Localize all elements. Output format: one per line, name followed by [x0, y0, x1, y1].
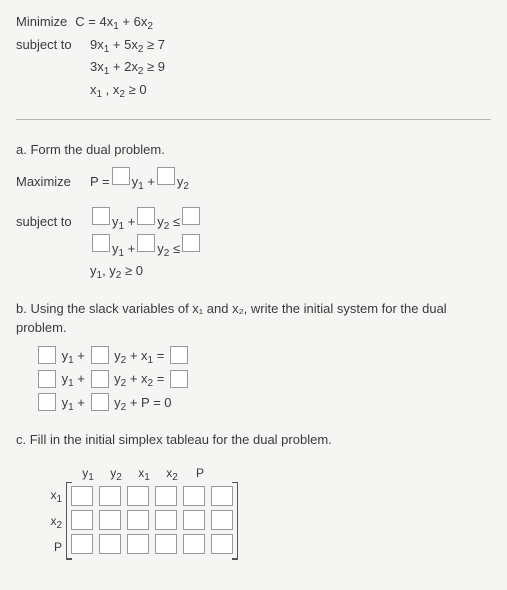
- part-c-heading: c. Fill in the initial simplex tableau f…: [16, 430, 491, 450]
- cell-1-4[interactable]: [155, 486, 177, 506]
- cell-1-5[interactable]: [183, 486, 205, 506]
- b-eq3-y2[interactable]: [91, 393, 109, 411]
- dual-subject-row-2: y1 + y2 ≤: [90, 235, 491, 259]
- constraint-3: x1 , x2 ≥ 0: [90, 80, 147, 100]
- dual-subject-label: subject to: [16, 212, 76, 232]
- maximize-row: Maximize P = y1 + y2: [16, 168, 491, 192]
- y1-term: y1 +: [132, 172, 155, 192]
- cell-2-5[interactable]: [183, 510, 205, 530]
- objective-row: Minimize C = 4x1 + 6x2: [16, 12, 491, 32]
- part-a-heading: a. Form the dual problem.: [16, 140, 491, 160]
- slack-eq-3: y1 + y2 + P = 0: [36, 393, 491, 413]
- tableau-row-1: [71, 486, 233, 506]
- cell-3-3[interactable]: [127, 534, 149, 554]
- row-header-x1: x1: [46, 482, 66, 508]
- part-b-heading: b. Using the slack variables of x₁ and x…: [16, 299, 491, 338]
- constraint-1: 9x1 + 5x2 ≥ 7: [90, 35, 165, 55]
- cell-1-2[interactable]: [99, 486, 121, 506]
- dual-nonneg-row: y1, y2 ≥ 0: [90, 261, 491, 281]
- subject-to-label: subject to: [16, 35, 76, 55]
- cell-1-6[interactable]: [211, 486, 233, 506]
- cell-3-1[interactable]: [71, 534, 93, 554]
- col-header-rhs: [214, 464, 242, 482]
- coef-y2-obj[interactable]: [157, 167, 175, 185]
- part-a: a. Form the dual problem. Maximize P = y…: [16, 140, 491, 281]
- cell-3-4[interactable]: [155, 534, 177, 554]
- problem-statement: Minimize C = 4x1 + 6x2 subject to 9x1 + …: [16, 12, 491, 99]
- rhs-c1[interactable]: [182, 207, 200, 225]
- tableau-row-2: [71, 510, 233, 530]
- col-header-x1: x1: [130, 464, 158, 482]
- objective-expression: C = 4x1 + 6x2: [75, 12, 153, 32]
- maximize-label: Maximize: [16, 172, 76, 192]
- row-header-p: P: [46, 534, 66, 560]
- col-header-y2: y2: [102, 464, 130, 482]
- subject-to-row: subject to 9x1 + 5x2 ≥ 7: [16, 35, 491, 55]
- tableau-row-3: [71, 534, 233, 554]
- row-header-x2: x2: [46, 508, 66, 534]
- coef-c2-y1[interactable]: [92, 234, 110, 252]
- part-c: c. Fill in the initial simplex tableau f…: [16, 430, 491, 560]
- y2-term: y2: [177, 172, 189, 192]
- tableau-matrix: [66, 482, 238, 560]
- slack-eq-1: y1 + y2 + x1 =: [36, 346, 491, 366]
- col-header-p: P: [186, 464, 214, 482]
- b-eq1-y1[interactable]: [38, 346, 56, 364]
- p-equals: P =: [90, 172, 110, 192]
- b-eq1-y2[interactable]: [91, 346, 109, 364]
- b-eq2-y1[interactable]: [38, 370, 56, 388]
- dual-subject-row-1: subject to y1 + y2 ≤: [16, 208, 491, 232]
- cell-1-1[interactable]: [71, 486, 93, 506]
- b-eq2-y2[interactable]: [91, 370, 109, 388]
- b-eq1-rhs[interactable]: [170, 346, 188, 364]
- constraint-2-row: 3x1 + 2x2 ≥ 9: [90, 57, 491, 77]
- minimize-label: Minimize: [16, 12, 67, 32]
- tableau-col-headers: y1 y2 x1 x2 P: [74, 464, 242, 482]
- dual-nonneg: y1, y2 ≥ 0: [90, 261, 143, 281]
- b-eq2-rhs[interactable]: [170, 370, 188, 388]
- slack-eq-2: y1 + y2 + x2 =: [36, 369, 491, 389]
- cell-2-6[interactable]: [211, 510, 233, 530]
- cell-3-5[interactable]: [183, 534, 205, 554]
- b-eq3-y1[interactable]: [38, 393, 56, 411]
- cell-2-1[interactable]: [71, 510, 93, 530]
- simplex-tableau: y1 y2 x1 x2 P x1 x2 P: [46, 464, 242, 560]
- cell-3-2[interactable]: [99, 534, 121, 554]
- col-header-x2: x2: [158, 464, 186, 482]
- cell-2-4[interactable]: [155, 510, 177, 530]
- coef-c1-y1[interactable]: [92, 207, 110, 225]
- divider: [16, 119, 491, 120]
- part-b: b. Using the slack variables of x₁ and x…: [16, 299, 491, 413]
- coef-y1-obj[interactable]: [112, 167, 130, 185]
- constraint-2: 3x1 + 2x2 ≥ 9: [90, 57, 165, 77]
- col-header-y1: y1: [74, 464, 102, 482]
- rhs-c2[interactable]: [182, 234, 200, 252]
- cell-1-3[interactable]: [127, 486, 149, 506]
- coef-c2-y2[interactable]: [137, 234, 155, 252]
- cell-2-3[interactable]: [127, 510, 149, 530]
- cell-2-2[interactable]: [99, 510, 121, 530]
- tableau-row-headers: x1 x2 P: [46, 482, 66, 560]
- constraint-3-row: x1 , x2 ≥ 0: [90, 80, 491, 100]
- coef-c1-y2[interactable]: [137, 207, 155, 225]
- cell-3-6[interactable]: [211, 534, 233, 554]
